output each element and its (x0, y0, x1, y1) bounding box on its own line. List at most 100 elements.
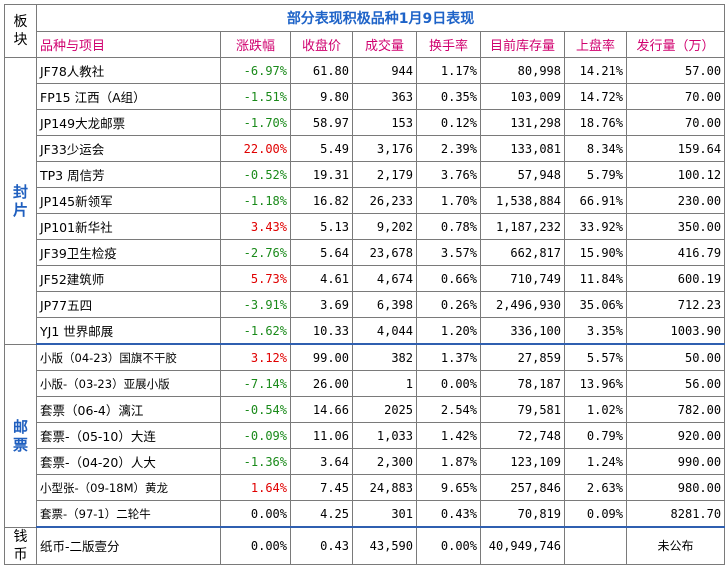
up-rate-cell: 66.91% (564, 187, 627, 214)
up-rate-cell: 14.21% (564, 57, 627, 84)
stock-cell: 662,817 (480, 239, 565, 266)
volume-cell: 6,398 (352, 291, 417, 318)
stock-cell: 57,948 (480, 161, 565, 188)
volume-cell: 43,590 (352, 526, 417, 565)
stock-cell: 1,187,232 (480, 213, 565, 240)
item-name: 套票（06-4）漓江 (36, 396, 221, 423)
volume-cell: 9,202 (352, 213, 417, 240)
table-row: 钱币 纸币-二版壹分 0.00% 0.43 43,590 0.00% 40,949,746 未… (4, 526, 726, 565)
table-row: 套票-（97-1）二轮牛 0.00% 4.25 301 0.43% 70,819 0.09%… (5, 500, 726, 528)
table-title: 部分表现积极品种1月9日表现 (35, 4, 726, 32)
stock-cell: 710,749 (480, 265, 565, 292)
volume-cell: 4,674 (352, 265, 417, 292)
stock-cell: 131,298 (480, 109, 565, 136)
up-rate-cell: 5.79% (564, 161, 627, 188)
volume-cell: 26,233 (352, 187, 417, 214)
turnover-cell: 3.57% (416, 239, 481, 266)
stock-cell: 80,998 (480, 57, 565, 84)
turnover-cell: 0.00% (416, 526, 481, 565)
issue-cell: 712.23 (625, 291, 726, 318)
close-cell: 3.64 (290, 448, 353, 475)
table-row: 套票-（05-10）大连 -0.09% 11.06 1,033 1.42% 72,748 0… (5, 422, 726, 449)
close-cell: 4.25 (290, 500, 353, 528)
table-row: TP3 周信芳 -0.52% 19.31 2,179 3.76% 57,948 5.79% 1… (5, 161, 726, 188)
section-label: 邮票 (4, 343, 37, 528)
close-cell: 61.80 (290, 57, 353, 84)
change-cell: 5.73% (220, 265, 291, 292)
volume-cell: 23,678 (352, 239, 417, 266)
item-name: JF39卫生检疫 (36, 239, 221, 266)
volume-cell: 2,179 (352, 161, 417, 188)
up-rate-cell: 15.90% (564, 239, 627, 266)
turnover-cell: 0.43% (416, 500, 481, 528)
column-header: 收盘价 (290, 31, 353, 58)
close-cell: 26.00 (290, 370, 353, 397)
table-row: 邮票 小版（04-23）国旗不干胶 3.12% 99.00 382 1.37% 27,859… (4, 343, 726, 528)
close-cell: 10.33 (290, 317, 353, 345)
change-cell: -0.09% (220, 422, 291, 449)
issue-cell: 57.00 (625, 57, 726, 84)
volume-cell: 944 (352, 57, 417, 84)
turnover-cell: 1.17% (416, 57, 481, 84)
turnover-cell: 0.12% (416, 109, 481, 136)
close-cell: 7.45 (290, 474, 353, 501)
up-rate-cell: 33.92% (564, 213, 627, 240)
stock-cell: 257,846 (480, 474, 565, 501)
volume-cell: 24,883 (352, 474, 417, 501)
turnover-cell: 1.42% (416, 422, 481, 449)
turnover-cell: 9.65% (416, 474, 481, 501)
item-name: JP149大龙邮票 (36, 109, 221, 136)
issue-cell: 990.00 (625, 448, 726, 475)
item-name: JF78人教社 (36, 57, 221, 84)
issue-cell: 1003.90 (625, 317, 726, 345)
issue-cell: 782.00 (625, 396, 726, 423)
volume-cell: 382 (352, 343, 417, 371)
table-row: JF52建筑师 5.73% 4.61 4,674 0.66% 710,749 11.84% 6… (5, 265, 726, 292)
volume-cell: 2,300 (352, 448, 417, 475)
change-cell: -0.54% (220, 396, 291, 423)
table-row: JP77五四 -3.91% 3.69 6,398 0.26% 2,496,930 35.06… (5, 291, 726, 318)
table-row: YJ1 世界邮展 -1.62% 10.33 4,044 1.20% 336,100 3.35… (5, 317, 726, 345)
column-header: 发行量（万） (625, 31, 726, 58)
item-name: YJ1 世界邮展 (36, 317, 221, 345)
column-header: 成交量 (352, 31, 417, 58)
volume-cell: 1 (352, 370, 417, 397)
column-header: 目前库存量 (480, 31, 565, 58)
issue-cell: 600.19 (625, 265, 726, 292)
change-cell: -1.36% (220, 448, 291, 475)
up-rate-cell (564, 526, 627, 565)
turnover-cell: 1.37% (416, 343, 481, 371)
item-name: TP3 周信芳 (36, 161, 221, 188)
change-cell: 22.00% (220, 135, 291, 162)
item-name: JF33少运会 (36, 135, 221, 162)
data-table: 板块 部分表现积极品种1月9日表现 品种与项目 涨跌幅 收盘价 成交量 换手率 目前库存量… (4, 4, 726, 565)
issue-cell: 8281.70 (625, 500, 726, 528)
change-cell: 3.12% (220, 343, 291, 371)
close-cell: 14.66 (290, 396, 353, 423)
stock-cell: 103,009 (480, 83, 565, 110)
stock-cell: 72,748 (480, 422, 565, 449)
stock-cell: 1,538,884 (480, 187, 565, 214)
up-rate-cell: 14.72% (564, 83, 627, 110)
change-cell: -3.91% (220, 291, 291, 318)
issue-cell: 50.00 (625, 343, 726, 371)
up-rate-cell: 0.09% (564, 500, 627, 528)
issue-cell: 100.12 (625, 161, 726, 188)
close-cell: 4.61 (290, 265, 353, 292)
turnover-cell: 0.78% (416, 213, 481, 240)
up-rate-cell: 8.34% (564, 135, 627, 162)
change-cell: -1.51% (220, 83, 291, 110)
close-cell: 5.64 (290, 239, 353, 266)
table-row: 套票-（04-20）人大 -1.36% 3.64 2,300 1.87% 123,109 1… (5, 448, 726, 475)
item-name: 套票-（05-10）大连 (36, 422, 221, 449)
turnover-cell: 1.20% (416, 317, 481, 345)
item-name: 小版（04-23）国旗不干胶 (36, 343, 221, 371)
close-cell: 9.80 (290, 83, 353, 110)
turnover-cell: 2.39% (416, 135, 481, 162)
volume-cell: 153 (352, 109, 417, 136)
table-row: 小型张-（09-18M）黄龙 1.64% 7.45 24,883 9.65% 257,84… (5, 474, 726, 501)
close-cell: 0.43 (290, 526, 353, 565)
close-cell: 16.82 (290, 187, 353, 214)
issue-cell: 416.79 (625, 239, 726, 266)
column-header: 品种与项目 (36, 31, 221, 58)
